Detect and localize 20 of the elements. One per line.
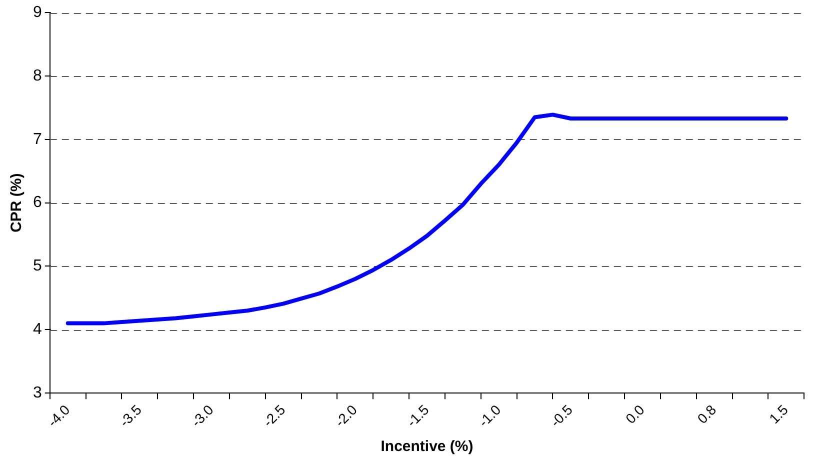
x-tick-label: 1.5 [766,401,792,427]
y-axis-title: CPR (%) [8,173,26,232]
y-tick-label: 6 [32,194,42,212]
x-tick-label: -3.5 [116,401,145,430]
x-tick-label: -4.0 [44,401,73,430]
x-tick-label: -0.5 [547,401,576,430]
x-tick-label: -3.0 [188,401,217,430]
x-tick-label: 0.8 [694,401,720,427]
y-tick-label: 4 [32,321,42,338]
y-tick-label: 9 [32,4,42,22]
x-tick-label: -2.5 [260,401,288,430]
y-tick-label: 5 [32,258,42,275]
x-tick-label: -2.0 [332,401,360,430]
x-axis-title: Incentive (%) [380,438,474,456]
y-tick-label: 7 [32,130,42,148]
y-tick-label: 8 [32,67,42,84]
x-tick-label: -1.0 [475,401,504,430]
y-tick-label: 3 [32,384,42,402]
x-tick-label: -1.5 [403,401,432,430]
x-tick-label: 0.0 [622,401,648,427]
